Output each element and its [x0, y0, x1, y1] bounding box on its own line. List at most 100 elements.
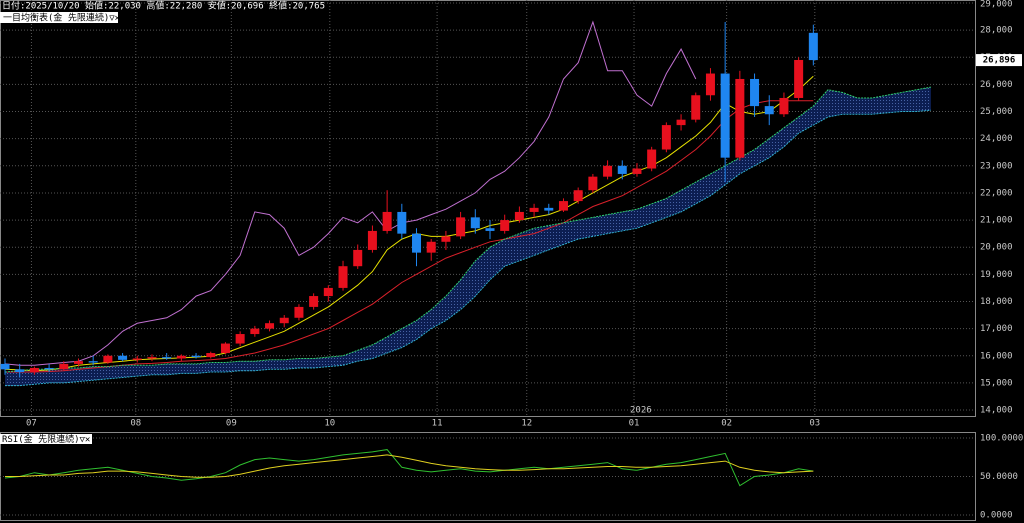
x-tick-label: 11: [432, 419, 443, 429]
candle-body: [632, 168, 642, 174]
y-tick-label: 28,000: [980, 26, 1013, 36]
x-tick-label: 02: [721, 419, 732, 429]
candle-body: [265, 323, 275, 329]
candle-body: [529, 207, 539, 212]
series-line: [4, 86, 931, 373]
x-tick-label: 09: [226, 419, 237, 429]
candle-body: [73, 361, 83, 364]
candle-body: [0, 363, 10, 370]
candle-body: [118, 355, 128, 360]
y-tick-label: 26,000: [980, 80, 1013, 90]
y-tick-label: 100.0000: [980, 434, 1023, 444]
candle-body: [397, 211, 407, 234]
candle-body: [162, 357, 172, 359]
y-tick-label: 29,000: [980, 0, 1013, 10]
x-tick-label: 01: [629, 419, 640, 429]
rsi-panel: [0, 432, 976, 521]
title-bg: [0, 12, 118, 23]
y-tick-label: 0.0000: [980, 510, 1013, 520]
candle-body: [412, 233, 422, 253]
candle-body: [382, 211, 392, 231]
price-marker-label: 26,896: [983, 56, 1016, 66]
candle-body: [426, 241, 436, 253]
y-tick-label: 20,000: [980, 243, 1013, 253]
y-tick-label: 23,000: [980, 161, 1013, 171]
candle-body: [500, 220, 510, 231]
candle-body: [132, 358, 142, 360]
y-tick-label: 15,000: [980, 378, 1013, 388]
candle-body: [338, 266, 348, 288]
candle-body: [735, 78, 745, 158]
candle-body: [794, 59, 804, 98]
candle-body: [235, 334, 245, 344]
candle-body: [15, 369, 25, 373]
main-panel: [0, 0, 976, 417]
rsi-title: RSI(金 先限連続)▽✕: [2, 433, 90, 445]
candle-body: [59, 363, 69, 370]
candle-body: [514, 211, 524, 221]
candle-body: [191, 355, 201, 358]
series-line: [4, 20, 697, 366]
candle-body: [485, 228, 495, 231]
candle-body: [279, 317, 289, 324]
y-tick-label: 22,000: [980, 188, 1013, 198]
candle-body: [176, 355, 186, 359]
rsi-title-bg: [0, 434, 92, 444]
candle-body: [617, 165, 627, 174]
y-tick-label: 19,000: [980, 270, 1013, 280]
series-line: [5, 454, 814, 478]
year-label: 2026: [630, 406, 652, 416]
x-tick-label: 03: [809, 419, 820, 429]
series-line: [5, 109, 931, 387]
candle-body: [588, 176, 598, 191]
candle-body: [44, 367, 54, 370]
y-tick-label: 18,000: [980, 297, 1013, 307]
candle-body: [103, 355, 113, 363]
candle-body: [88, 361, 98, 363]
x-tick-label: 12: [521, 419, 532, 429]
header-info: 日付:2025/10/20 始値:22,030 高値:22,280 安値:20,…: [2, 0, 325, 12]
candle-body: [705, 73, 715, 96]
candle-body: [323, 287, 333, 297]
candle-body: [220, 343, 230, 354]
candle-body: [470, 217, 480, 229]
candle-body: [441, 236, 451, 242]
cloud: [5, 87, 931, 386]
y-tick-label: 16,000: [980, 351, 1013, 361]
candle-body: [691, 95, 701, 120]
candle-body: [367, 230, 377, 250]
candle-body: [456, 217, 466, 237]
y-tick-label: 21,000: [980, 216, 1013, 226]
series-line: [5, 100, 814, 373]
candle-body: [764, 106, 774, 115]
candle-body: [353, 249, 363, 267]
candle-body: [720, 73, 730, 158]
candle-body: [750, 78, 760, 107]
candle-body: [573, 190, 583, 202]
candle-body: [558, 201, 568, 211]
y-tick-label: 50.0000: [980, 472, 1018, 482]
y-tick-label: 25,000: [980, 107, 1013, 117]
candle-body: [250, 328, 260, 335]
series-line: [4, 449, 814, 487]
candle-body: [647, 149, 657, 169]
candle-body: [294, 306, 304, 318]
y-tick-label: 24,000: [980, 134, 1013, 144]
x-tick-label: 07: [26, 419, 37, 429]
candle-body: [309, 296, 319, 307]
candle-body: [779, 97, 789, 115]
price-marker-box: [976, 54, 1022, 67]
candle-body: [544, 207, 554, 211]
chart-title: 一目均衡表(金 先限連続)▽✕: [3, 12, 120, 24]
y-tick-label: 17,000: [980, 324, 1013, 334]
candle-body: [661, 125, 671, 150]
candle-body: [808, 32, 818, 61]
candle-body: [206, 353, 216, 358]
candle-body: [147, 357, 157, 359]
candle-body: [676, 119, 686, 126]
candle-body: [603, 165, 613, 177]
x-tick-label: 10: [324, 419, 335, 429]
y-tick-label: 14,000: [980, 406, 1013, 416]
